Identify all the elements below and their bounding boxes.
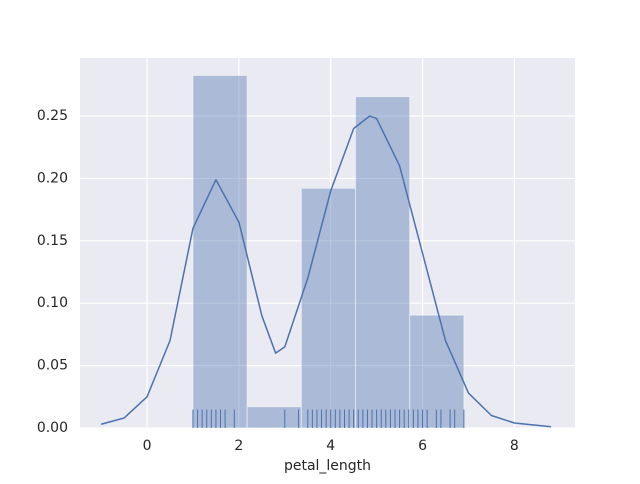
bar [246,406,302,429]
y-tick-label: 0.00 [37,420,68,436]
bar [300,187,357,429]
kde-line [100,115,552,428]
bar [355,96,411,429]
y-tick-label: 0.20 [37,170,68,186]
y-tick-label: 0.25 [37,108,68,124]
y-tick-label: 0.15 [37,233,68,249]
bar [409,314,465,429]
bar [192,74,248,429]
x-tick-label: 0 [143,438,152,454]
y-tick-label: 0.05 [37,358,68,374]
plot-area [80,58,575,428]
y-tick-label: 0.10 [37,295,68,311]
x-axis-label: petal_length [284,458,371,474]
x-tick-label: 8 [510,438,519,454]
x-tick-label: 6 [418,438,427,454]
x-tick-label: 4 [326,438,335,454]
x-tick-label: 2 [234,438,243,454]
